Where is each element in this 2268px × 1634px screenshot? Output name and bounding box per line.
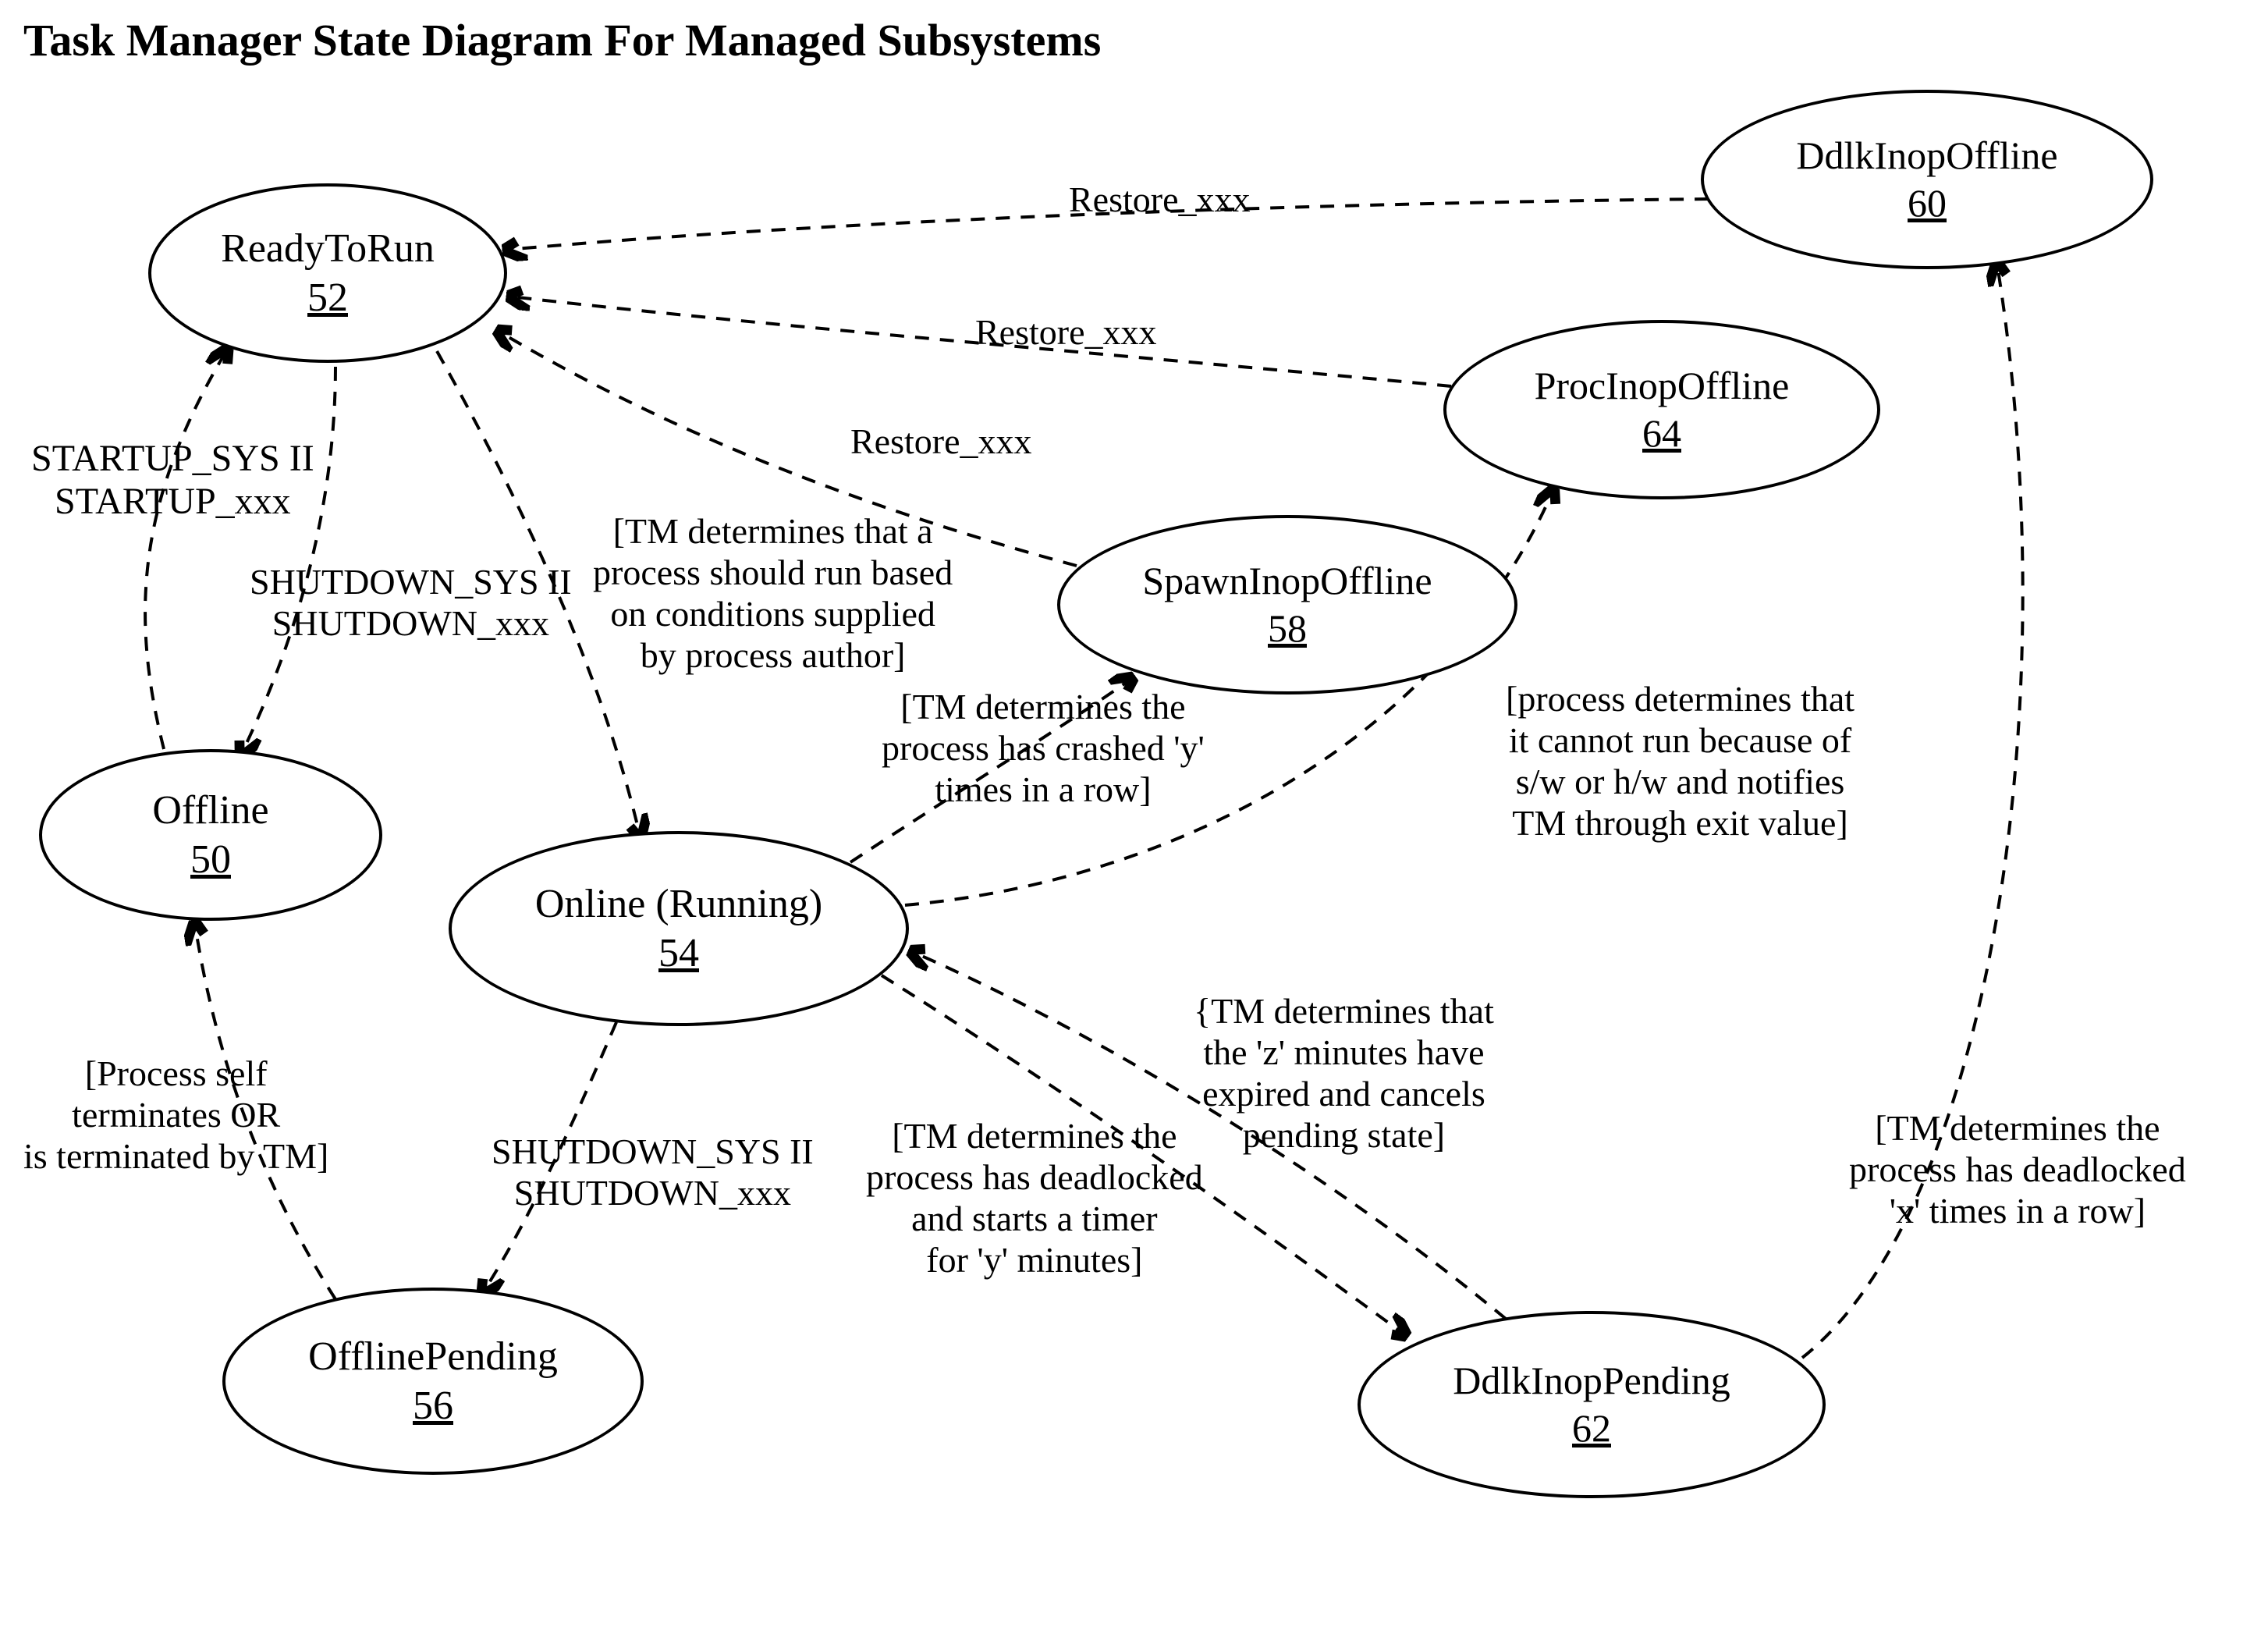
state-label: ProcInopOffline [1535, 364, 1790, 407]
state-number: 56 [413, 1384, 453, 1428]
state-label: SpawnInopOffline [1142, 559, 1432, 602]
state-number: 52 [307, 275, 348, 320]
state-spawnInop: SpawnInopOffline 58 [1057, 515, 1517, 694]
state-number: 58 [1268, 607, 1307, 650]
state-offlinePending: OfflinePending 56 [222, 1288, 644, 1475]
state-number: 50 [190, 837, 231, 882]
edge-label-ready_to_online: [TM determines that a process should run… [593, 511, 953, 677]
state-readyToRun: ReadyToRun52 [148, 183, 507, 363]
edge-label-ddlkoff_to_ready: Restore_xxx [1069, 179, 1251, 221]
state-number: 62 [1572, 1407, 1611, 1450]
edge-label-online_to_ddlkpend: [TM determines the process has deadlocke… [866, 1116, 1203, 1281]
state-label: OfflinePending [308, 1334, 558, 1379]
state-label: ReadyToRun [221, 226, 435, 271]
edge-label-ready_to_offline: SHUTDOWN_SYS II SHUTDOWN_xxx [250, 562, 572, 645]
state-label: DdlkInopPending [1453, 1359, 1730, 1402]
state-number: 60 [1908, 182, 1947, 225]
edge-label-proc_to_ready: Restore_xxx [975, 312, 1157, 353]
state-number: 54 [658, 931, 699, 975]
edge-ready_to_offline [242, 367, 335, 753]
state-online: Online (Running) 54 [449, 831, 909, 1026]
edge-label-online_to_proc: [process determines that it cannot run b… [1506, 679, 1855, 844]
edge-label-online_to_spawn: [TM determines the process has crashed '… [882, 687, 1205, 811]
state-ddlkInopOffline: DdlkInopOffline 60 [1701, 90, 2153, 269]
edge-offline_to_ready [145, 351, 226, 749]
edge-label-offpend_to_offline: [Process self terminates OR is terminate… [23, 1053, 328, 1178]
state-number: 64 [1642, 412, 1681, 455]
state-label: DdlkInopOffline [1796, 134, 2057, 177]
state-ddlkInopPending: DdlkInopPending 62 [1358, 1311, 1826, 1498]
state-procInop: ProcInopOffline 64 [1443, 320, 1880, 499]
state-offline: Offline50 [39, 749, 382, 921]
state-label: Offline [152, 788, 268, 833]
edge-label-offline_to_ready: STARTUP_SYS II STARTUP_xxx [31, 437, 314, 523]
state-label: Online (Running) [535, 882, 822, 926]
edge-label-online_to_offpend: SHUTDOWN_SYS II SHUTDOWN_xxx [492, 1131, 814, 1214]
edge-label-ddlkpend_to_online: {TM determines that the 'z' minutes have… [1194, 991, 1494, 1156]
edge-label-ddlkpend_to_ddlkoff: [TM determines the process has deadlocke… [1849, 1108, 2186, 1232]
page-title: Task Manager State Diagram For Managed S… [23, 14, 1101, 66]
edge-label-spawn_to_ready: Restore_xxx [850, 421, 1032, 463]
